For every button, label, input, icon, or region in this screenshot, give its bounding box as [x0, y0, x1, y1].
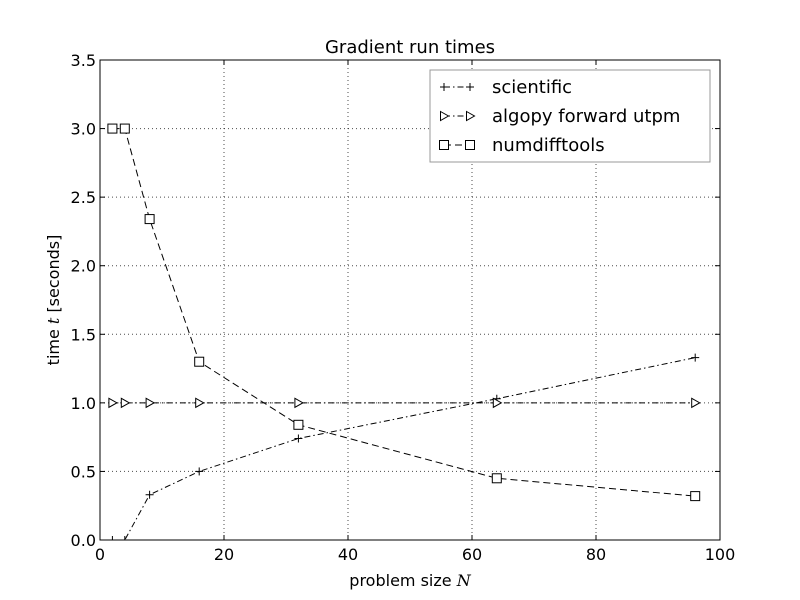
y-axis-label: time t [seconds] — [44, 235, 63, 366]
data-point-scientific — [108, 536, 117, 540]
legend-label-numdifftools: numdifftools — [492, 135, 605, 156]
y-tick-label: 2.0 — [71, 257, 96, 276]
legend-marker-numdifftools — [465, 140, 475, 150]
legend-marker-scientific — [466, 83, 474, 91]
legend: scientific algopy forward utpm numdiffto… — [429, 69, 711, 163]
legend-marker-scientific — [440, 83, 448, 91]
series-line-numdifftools — [112, 128, 696, 497]
data-point-algopy — [294, 397, 304, 409]
data-point-numdifftools — [119, 123, 130, 134]
legend-swatch-scientific — [440, 83, 474, 91]
y-tick-label: 0.0 — [71, 531, 96, 550]
chart-title: Gradient run times — [325, 37, 495, 58]
series-layer — [107, 123, 701, 540]
data-point-algopy — [145, 397, 156, 409]
y-axis-label-unit: [seconds] — [44, 235, 63, 318]
legend-entry-scientific: scientific — [440, 77, 572, 98]
legend-box — [429, 69, 711, 163]
legend-label-algopy: algopy forward utpm — [492, 106, 680, 127]
x-tick-label: 80 — [586, 545, 606, 564]
data-point-algopy — [108, 397, 118, 409]
data-point-algopy — [195, 397, 205, 409]
data-point-scientific — [691, 353, 700, 362]
x-tick-label: 0 — [95, 545, 105, 564]
y-tick-label: 1.0 — [71, 394, 96, 413]
series-line-scientific — [112, 357, 696, 540]
x-axis-label: problem size N — [349, 571, 471, 590]
y-axis-label-text: time — [44, 324, 63, 365]
legend-entry-numdifftools: numdifftools — [439, 135, 605, 156]
data-point-algopy — [691, 397, 701, 409]
data-point-numdifftools — [194, 356, 205, 367]
ticks: 0 20 40 60 80 100 0.0 0.5 1.0 1.5 2.0 2.5 3.0 3.5 — [71, 51, 736, 564]
series-numdifftools — [107, 123, 701, 502]
y-tick-label: 3.5 — [71, 51, 96, 70]
legend-swatch-numdifftools — [439, 140, 475, 150]
legend-label-scientific: scientific — [492, 77, 572, 98]
legend-marker-numdifftools — [439, 140, 449, 150]
legend-swatch-algopy — [440, 110, 476, 122]
data-point-algopy — [492, 397, 503, 409]
x-axis-label-var: N — [456, 571, 472, 590]
legend-entry-algopy: algopy forward utpm — [440, 106, 680, 127]
x-axis-label-text: problem size — [349, 571, 456, 590]
data-point-numdifftools — [144, 214, 155, 225]
y-tick-label: 0.5 — [71, 462, 96, 481]
data-point-numdifftools — [293, 419, 304, 430]
series-algopy — [108, 397, 701, 409]
x-tick-label: 40 — [338, 545, 358, 564]
x-tick-label: 100 — [705, 545, 736, 564]
data-point-numdifftools — [491, 473, 502, 484]
legend-marker-algopy — [466, 110, 476, 122]
data-point-scientific — [195, 467, 204, 476]
legend-marker-algopy — [440, 110, 450, 122]
x-tick-label: 20 — [214, 545, 234, 564]
data-point-scientific — [120, 536, 129, 540]
y-tick-label: 3.0 — [71, 120, 96, 139]
y-tick-label: 1.5 — [71, 325, 96, 344]
data-point-scientific — [294, 434, 303, 443]
data-point-numdifftools — [690, 491, 701, 502]
x-tick-label: 60 — [462, 545, 482, 564]
data-point-algopy — [120, 397, 131, 409]
data-point-scientific — [145, 490, 154, 499]
y-axis-label-var: t — [44, 317, 63, 324]
y-tick-label: 2.5 — [71, 188, 96, 207]
plot-frame — [99, 59, 721, 541]
data-point-numdifftools — [107, 123, 118, 134]
series-scientific — [108, 353, 700, 540]
